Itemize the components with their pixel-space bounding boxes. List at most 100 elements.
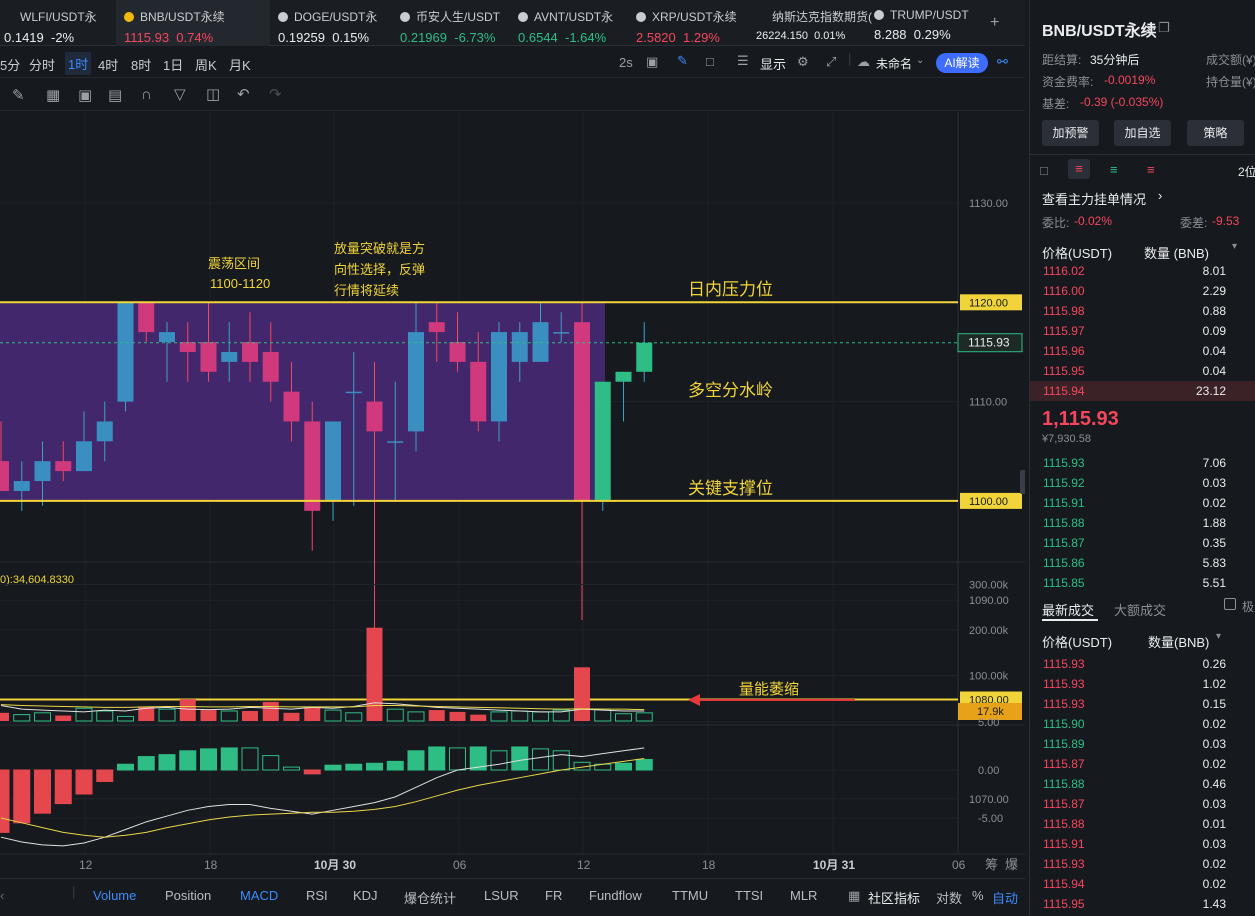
timeframe-0[interactable]: 5分 [0,58,21,73]
orderbook-row[interactable]: 1115.93 1.02 [1030,674,1255,694]
indicator-mlr[interactable]: MLR [790,888,818,903]
undo-icon[interactable]: ↶ [237,86,250,103]
depth-link[interactable]: 查看主力挂单情况 [1042,192,1147,207]
orderbook-row[interactable]: 1115.98 0.88 [1030,301,1255,321]
settings-icon[interactable]: ⚙ [797,54,809,69]
orderbook-row[interactable]: 1115.91 0.03 [1030,834,1255,854]
trash-icon[interactable]: ◫ [206,86,221,103]
orderbook-row[interactable]: 1115.87 0.03 [1030,794,1255,814]
symbol-tab[interactable]: XRP/USDT永续 2.5820 1.29% [628,0,748,46]
filter-checkbox[interactable] [1224,598,1236,610]
timeframe-6[interactable]: 周K [195,58,217,73]
depth-bids-icon[interactable]: ≡ [1110,162,1118,177]
chevron-down-icon[interactable]: ⌄ [916,55,925,66]
display-button[interactable]: 显示 [760,57,787,72]
orderbook-row[interactable]: 1115.88 1.88 [1030,513,1255,533]
orderbook-row[interactable]: 1115.88 0.01 [1030,814,1255,834]
orderbook-row[interactable]: 1115.90 0.02 [1030,714,1255,734]
timeframe-7[interactable]: 月K [229,58,251,73]
decimals-select[interactable]: 2位 [1238,165,1255,179]
orderbook-row[interactable]: 1115.85 5.51 [1030,573,1255,593]
timeframe-4[interactable]: 8时 [131,58,152,73]
orderbook-row[interactable]: 1115.95 1.43 [1030,894,1255,914]
candlestick-icon[interactable]: ▦ [46,87,61,104]
symbol-tab[interactable]: 币安人生/USDT 0.21969 -6.73% [392,0,510,46]
orderbook-row[interactable]: 1115.93 7.06 [1030,453,1255,473]
orderbook-row[interactable]: 1115.94 0.02 [1030,874,1255,894]
symbol-tab[interactable]: DOGE/USDT永 0.19259 0.15% [270,0,392,46]
timeframe-5[interactable]: 1日 [163,58,184,73]
orderbook-row[interactable]: 1115.87 0.35 [1030,533,1255,553]
depth-asks-icon[interactable]: ≡ [1147,162,1155,177]
list-icon[interactable]: ☰ [737,53,749,68]
symbol-tab[interactable]: 纳斯达克指数期货(26224.150 0.01% [748,0,872,46]
symbol-tab[interactable]: WLFI/USDT永 0.1419 -2% [0,0,116,46]
orderbook-row[interactable]: 1115.95 0.04 [1030,361,1255,381]
layout-name[interactable]: 未命名 [876,57,913,71]
depth-mixed-icon[interactable]: ≡ [1068,159,1090,179]
fullscreen-icon[interactable]: ⤢ [826,54,837,69]
tab-large-trades[interactable]: 大额成交 [1114,603,1167,618]
add-alert-button[interactable]: 加预警 [1042,120,1099,146]
orderbook-row[interactable]: 1116.00 2.29 [1030,281,1255,301]
filter-icon[interactable]: ▽ [174,86,186,103]
add-tab-button[interactable]: + [990,14,1000,31]
orderbook-qty-header[interactable]: 数量 (BNB) [1144,246,1210,261]
orderbook-row[interactable]: 1115.89 0.03 [1030,734,1255,754]
log-scale-toggle[interactable]: 对数 [936,891,963,906]
orderbook-row[interactable]: 1115.97 0.09 [1030,321,1255,341]
lock-icon[interactable]: ▣ [78,87,93,104]
orderbook-row[interactable]: 1115.87 0.02 [1030,754,1255,774]
indicator-volume[interactable]: Volume [93,888,137,903]
tab-latest-trades[interactable]: 最新成交 [1042,603,1095,618]
ai-interpret-button[interactable]: AI解读 [936,53,988,73]
timeframe-2[interactable]: 1时 [65,52,92,75]
indicator-fundflow[interactable]: Fundflow [589,888,642,903]
sort-down-icon[interactable]: ▾ [1216,631,1222,642]
note-icon[interactable]: ▤ [108,87,123,104]
magnet-icon[interactable]: ∩ [141,86,152,103]
add-watchlist-button[interactable]: 加自选 [1114,120,1171,146]
chevron-right-icon[interactable]: › [1158,188,1163,203]
sort-down-icon[interactable]: ▾ [1232,241,1238,252]
indicator-ttmu[interactable]: TTMU [672,888,709,903]
trades-qty-header[interactable]: 数量(BNB) [1148,635,1210,650]
symbol-tab[interactable]: AVNT/USDT永 0.6544 -1.64% [510,0,628,46]
symbol-tab[interactable]: TRUMP/USDT 8.288 0.29% [866,0,984,46]
template-icon[interactable]: □ [706,54,714,69]
orderbook-row[interactable]: 1115.91 0.02 [1030,493,1255,513]
strategy-button[interactable]: 策略 [1187,120,1244,146]
pencil-icon[interactable]: ✎ [677,53,688,68]
community-icon[interactable]: ▦ [848,888,861,903]
share-icon[interactable]: ⚯ [997,54,1008,69]
indicator-fr[interactable]: FR [545,888,563,903]
depth-both-icon[interactable]: □ [1040,163,1048,178]
indicator-macd[interactable]: MACD [240,888,279,903]
indicator-rsi[interactable]: RSI [306,888,328,903]
orderbook-row[interactable]: 1115.93 0.15 [1030,694,1255,714]
indicator-kdj[interactable]: KDJ [353,888,378,903]
interval-label[interactable]: 2s [619,55,633,70]
orderbook-row[interactable]: 1116.02 8.01 [1030,261,1255,281]
cloud-icon[interactable]: ☁ [857,54,870,69]
orderbook-row[interactable]: 1115.88 0.46 [1030,774,1255,794]
orderbook-row[interactable]: 1115.93 0.26 [1030,654,1255,674]
auto-scale-toggle[interactable]: 自动 [992,891,1019,906]
orderbook-row[interactable]: 1115.86 5.83 [1030,553,1255,573]
indicator-ttsi[interactable]: TTSI [735,888,764,903]
orderbook-row[interactable]: 1115.96 0.04 [1030,341,1255,361]
indicator-爆仓统计[interactable]: 爆仓统计 [404,891,457,906]
timeframe-1[interactable]: 分时 [29,58,56,73]
kline-chart[interactable]: 震荡区间 1100-1120 放量突破就是方 向性选择，反弹 行情将延续 日内压力位 多空分… [0,112,1025,878]
percent-toggle[interactable]: % [972,888,984,903]
orderbook-row[interactable]: 1115.92 0.03 [1030,473,1255,493]
orderbook-row[interactable]: 1115.93 0.02 [1030,854,1255,874]
panel-collapse-handle[interactable] [1020,470,1025,494]
camera-icon[interactable]: ▣ [646,54,659,69]
brush-icon[interactable]: ✎ [12,87,25,104]
symbol-tab[interactable]: BNB/USDT永续 1115.93 0.74% [116,0,270,46]
orderbook-row[interactable]: 1115.94 23.12 [1030,381,1255,401]
timeframe-3[interactable]: 4时 [98,58,119,73]
community-indicators-button[interactable]: 社区指标 [868,891,921,906]
indicator-position[interactable]: Position [165,888,212,903]
